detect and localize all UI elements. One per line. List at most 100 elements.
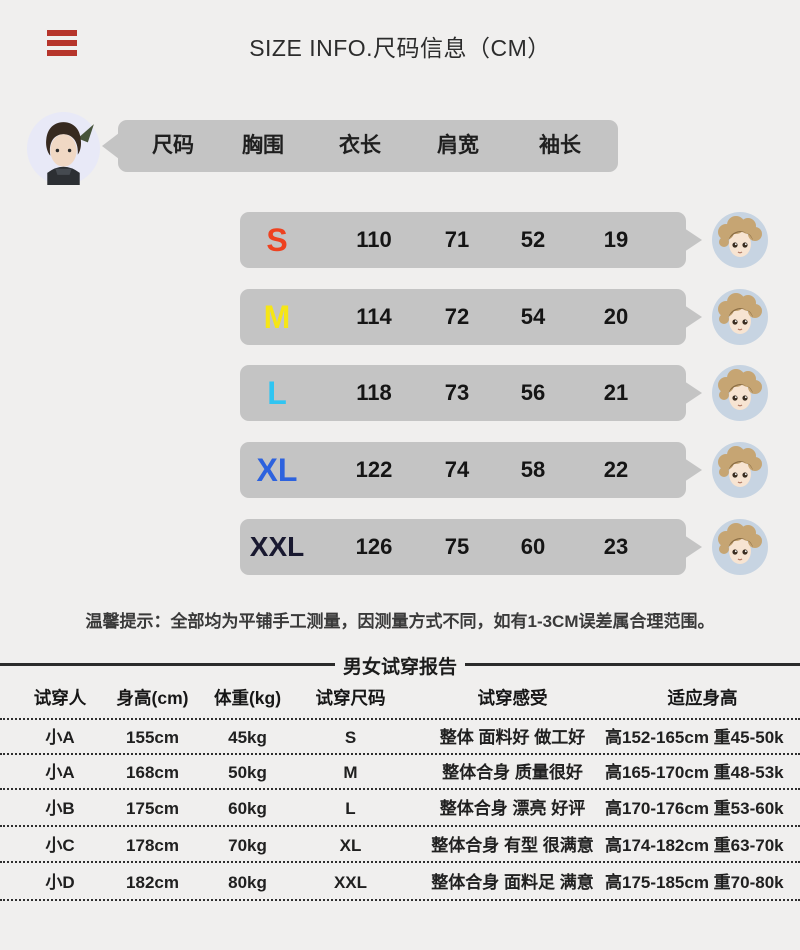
fit-feeling: 整体合身 漂亮 好评 — [439, 799, 586, 818]
tester-name: 小C — [45, 836, 75, 855]
size-row-l: L 118 73 56 21 — [0, 365, 800, 423]
model-avatar-right — [712, 519, 768, 575]
size-label: M — [263, 299, 291, 335]
tester-weight: 70kg — [228, 836, 267, 855]
size-bar: XXL 126 75 60 23 — [240, 519, 686, 575]
tester-weight: 50kg — [228, 763, 267, 782]
tester-height: 178cm — [126, 836, 179, 855]
fit-feeling: 整体合身 面料足 满意 — [431, 873, 594, 892]
size-label: XXL — [249, 531, 305, 562]
size-bar: S 110 71 52 19 — [240, 212, 686, 268]
fit-report-title: 男女试穿报告 — [342, 657, 457, 678]
length-value: 71 — [444, 227, 470, 252]
tester-weight: 45kg — [228, 728, 267, 747]
size-row-xl: XL 122 74 58 22 — [0, 442, 800, 500]
fit-report-row: 小D 182cm 80kg XXL 整体合身 面料足 满意 高175-185cm… — [0, 867, 800, 898]
fit-range: 高175-185cm 重70-80k — [605, 873, 784, 892]
tried-size: S — [344, 728, 357, 747]
col-height: 身高(cm) — [116, 688, 189, 708]
row-divider — [0, 825, 800, 827]
col-tried-size: 试穿尺码 — [315, 688, 386, 708]
size-chart-header: 尺码 胸围 衣长 肩宽 袖长 — [118, 120, 618, 172]
size-label: XL — [256, 452, 298, 488]
bubble-tail-right — [684, 458, 702, 482]
row-divider — [0, 718, 800, 720]
model-avatar-left — [27, 112, 100, 185]
row-divider — [0, 788, 800, 790]
bubble-tail-right — [684, 228, 702, 252]
col-shoulder: 肩宽 — [437, 134, 479, 157]
fit-report-row: 小C 178cm 70kg XL 整体合身 有型 很满意 高174-182cm … — [0, 830, 800, 861]
col-tester: 试穿人 — [33, 688, 87, 708]
sleeve-value: 21 — [603, 380, 629, 405]
row-divider — [0, 753, 800, 755]
fit-report-row: 小A 155cm 45kg S 整体 面料好 做工好 高152-165cm 重4… — [0, 722, 800, 753]
tried-size: XL — [339, 836, 362, 855]
tried-size: XXL — [333, 873, 368, 892]
fit-range: 高170-176cm 重53-60k — [605, 799, 784, 818]
model-avatar-right — [712, 289, 768, 345]
col-fit-range: 适应身高 — [667, 688, 738, 708]
bubble-tail-right — [684, 381, 702, 405]
tester-height: 155cm — [126, 728, 179, 747]
fit-feeling: 整体 面料好 做工好 — [439, 728, 586, 747]
tried-size: M — [343, 763, 358, 782]
tester-height: 168cm — [126, 763, 179, 782]
divider-left — [0, 663, 335, 666]
size-row-m: M 114 72 54 20 — [0, 289, 800, 347]
col-feeling: 试穿感受 — [477, 688, 548, 708]
tester-name: 小A — [45, 763, 75, 782]
sleeve-value: 22 — [603, 457, 629, 482]
measurement-tip: 温馨提示：全部均为平铺手工测量，因测量方式不同，如有1-3CM误差属合理范围。 — [85, 612, 715, 631]
chest-value: 114 — [356, 304, 392, 329]
sleeve-value: 19 — [603, 227, 629, 252]
size-row-s: S 110 71 52 19 — [0, 212, 800, 270]
sleeve-value: 20 — [603, 304, 629, 329]
fit-feeling: 整体合身 有型 很满意 — [431, 836, 594, 855]
size-label: L — [267, 375, 287, 411]
shoulder-value: 60 — [520, 534, 546, 559]
length-value: 73 — [444, 380, 470, 405]
menu-bar — [47, 50, 77, 56]
length-value: 74 — [444, 457, 470, 482]
menu-bar — [47, 30, 77, 36]
col-sleeve: 袖长 — [539, 134, 581, 157]
fit-range: 高165-170cm 重48-53k — [605, 763, 784, 782]
shoulder-value: 54 — [520, 304, 546, 329]
size-bar: M 114 72 54 20 — [240, 289, 686, 345]
size-label: S — [266, 222, 288, 258]
chest-value: 110 — [356, 227, 392, 252]
bubble-tail-right — [684, 305, 702, 329]
sleeve-value: 23 — [603, 534, 629, 559]
tester-weight: 60kg — [228, 799, 267, 818]
shoulder-value: 58 — [520, 457, 546, 482]
row-divider — [0, 861, 800, 863]
fit-report-row: 小B 175cm 60kg L 整体合身 漂亮 好评 高170-176cm 重5… — [0, 793, 800, 824]
fit-report-header: 试穿人 身高(cm) 体重(kg) 试穿尺码 试穿感受 适应身高 — [0, 683, 800, 714]
tester-weight: 80kg — [228, 873, 267, 892]
size-bar: L 118 73 56 21 — [240, 365, 686, 421]
length-value: 72 — [444, 304, 470, 329]
col-length: 衣长 — [339, 134, 381, 157]
chest-value: 118 — [356, 380, 392, 405]
fit-range: 高174-182cm 重63-70k — [605, 836, 784, 855]
size-row-xxl: XXL 126 75 60 23 — [0, 519, 800, 577]
chest-value: 122 — [355, 457, 393, 482]
col-size: 尺码 — [152, 134, 194, 157]
model-avatar-right — [712, 365, 768, 421]
tester-name: 小B — [45, 799, 75, 818]
tried-size: L — [345, 799, 356, 818]
shoulder-value: 56 — [520, 380, 546, 405]
fit-feeling: 整体合身 质量很好 — [442, 763, 583, 782]
bubble-tail-left — [102, 133, 119, 159]
page-title: SIZE INFO.尺码信息（CM） — [249, 35, 551, 61]
bubble-tail-right — [684, 535, 702, 559]
tester-height: 175cm — [126, 799, 179, 818]
model-avatar-right — [712, 212, 768, 268]
divider-right — [465, 663, 800, 666]
length-value: 75 — [444, 534, 470, 559]
fit-report-row: 小A 168cm 50kg M 整体合身 质量很好 高165-170cm 重48… — [0, 757, 800, 788]
hamburger-menu-icon[interactable] — [47, 30, 77, 60]
col-weight: 体重(kg) — [213, 688, 282, 708]
